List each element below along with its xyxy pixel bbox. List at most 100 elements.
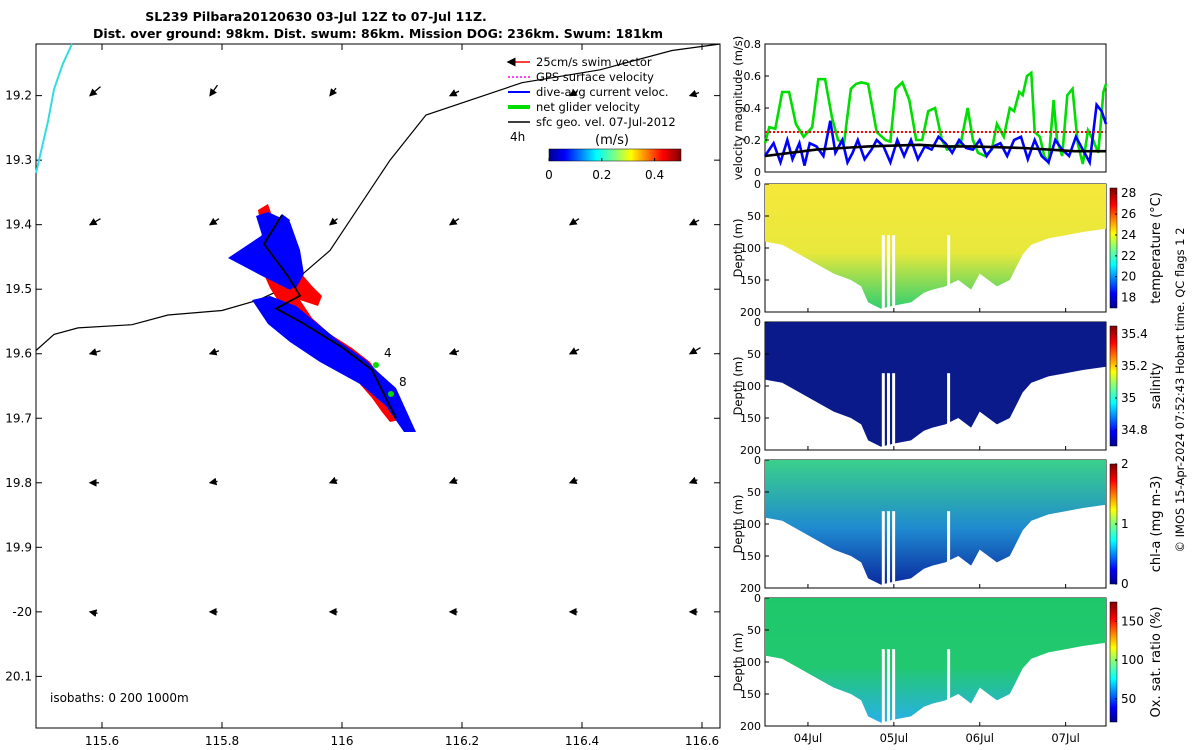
current-arrow — [448, 476, 458, 484]
colorbar-extra-label: 4h — [510, 130, 525, 144]
figure-title-line2: Dist. over ground: 98km. Dist. swum: 86k… — [93, 26, 663, 41]
map-panel: 115.6 115.8 116 116.2 116.4 116.6 19.2 19.3 19.4… — [5, 43, 721, 748]
current-arrow — [329, 87, 338, 97]
section-data-gap — [892, 373, 896, 447]
date-tick-label: 05Jul — [880, 731, 909, 745]
section-ytick-label: 100 — [740, 518, 761, 531]
section-data-gap — [947, 373, 951, 447]
map-ytick-label: 19.3 — [5, 153, 32, 167]
current-arrow — [448, 347, 460, 356]
section-water-fill — [765, 598, 1106, 723]
time-marker-label: 4 — [384, 346, 392, 360]
section-colorbar-label: salinity — [1149, 362, 1164, 409]
section-data-gap — [886, 235, 890, 309]
velocity-series-line — [764, 143, 1106, 158]
section-colorbar — [1109, 601, 1118, 723]
date-tick-label: 04Jul — [794, 731, 823, 745]
current-arrow — [448, 89, 460, 97]
map-ytick-label: 19.7 — [5, 411, 32, 425]
section-ytick-label: 200 — [740, 720, 761, 733]
section-ytick-label: 50 — [747, 624, 761, 637]
map-colorbar-tick-label: 0 — [545, 168, 553, 182]
current-arrow — [688, 476, 698, 484]
velocity-ytick-label: 0.4 — [744, 102, 762, 115]
section-panel: 0 50 100 150 200 Depth (m) 18 20 22 24 26 28 tempera… — [731, 178, 1164, 319]
section-colorbar-tick-label: 35 — [1121, 391, 1136, 405]
velocity-ticks: 0 0.2 0.4 0.6 0.8 — [744, 38, 769, 179]
section-colorbar-tick-label: 28 — [1121, 186, 1136, 200]
current-arrow — [688, 218, 700, 226]
section-water-fill — [765, 322, 1106, 447]
current-arrow — [208, 217, 220, 226]
section-colorbar-tick-label: 18 — [1121, 291, 1136, 305]
section-data-gap — [881, 511, 885, 585]
current-arrow — [88, 609, 98, 617]
legend-label-gps: GPS surface velocity — [536, 70, 654, 84]
section-ytick-label: 150 — [740, 688, 761, 701]
section-ytick-label: 100 — [740, 656, 761, 669]
section-data-gap — [947, 235, 951, 309]
time-marker-label: 8 — [399, 375, 407, 389]
current-arrow — [568, 476, 578, 484]
dive-avg-swath-2 — [252, 296, 416, 432]
section-data-gap — [886, 649, 890, 723]
section-colorbar-tick-label: 150 — [1121, 614, 1144, 628]
section-data-gap — [881, 235, 885, 309]
section-ytick-label: 200 — [740, 306, 761, 319]
current-arrow — [448, 217, 460, 226]
section-ytick-label: 200 — [740, 582, 761, 595]
section-data-gap — [947, 511, 951, 585]
section-data-gap — [886, 511, 890, 585]
section-ytick-label: 100 — [740, 242, 761, 255]
date-tick-label: 07Jul — [1051, 731, 1080, 745]
section-colorbar-tick-label: 50 — [1121, 692, 1136, 706]
section-ytick-label: 0 — [754, 178, 761, 191]
time-marker-dot — [373, 361, 379, 368]
section-colorbar-tick-label: 100 — [1121, 653, 1144, 667]
section-water-fill — [765, 460, 1106, 585]
map-ytick-label: 19.2 — [5, 89, 32, 103]
map-colorbar-tick-label: 0.4 — [645, 168, 664, 182]
section-colorbar-tick-label: 24 — [1121, 228, 1136, 242]
section-ytick-label: 0 — [754, 316, 761, 329]
section-data-gap — [947, 649, 951, 723]
legend-label-net-glider: net glider velocity — [536, 100, 640, 114]
section-ylabel: Depth (m) — [731, 357, 745, 416]
map-colorbar — [548, 148, 682, 162]
map-xtick-label: 116.2 — [445, 734, 479, 748]
velocity-ylabel: velocity magnitude (m/s) — [731, 36, 745, 181]
section-data-gap — [881, 649, 885, 723]
current-arrow — [568, 217, 580, 226]
map-xtick-label: 115.8 — [205, 734, 239, 748]
map-ytick-label: 19.9 — [5, 540, 32, 554]
section-water-fill — [765, 184, 1106, 309]
section-colorbar-tick-label: 22 — [1121, 249, 1136, 263]
glider-vector-swath — [228, 204, 416, 432]
section-panel: 0 50 100 150 200 Depth (m) 34.8 35 35.2 35.4 salin… — [731, 316, 1164, 457]
figure-title-line1: SL239 Pilbara20120630 03-Jul 12Z to 07-J… — [145, 9, 487, 24]
map-ytick-label: 19.4 — [5, 218, 32, 232]
section-colorbar-tick-label: 20 — [1121, 270, 1136, 284]
current-arrow — [688, 89, 700, 98]
current-arrow-field — [88, 84, 701, 617]
section-colorbar-tick-label: 35.4 — [1121, 327, 1148, 341]
current-arrow — [568, 347, 580, 355]
map-axis-ticks: 115.6 115.8 116 116.2 116.4 116.6 19.2 19.3 19.4… — [5, 44, 720, 748]
map-xtick-label: 116 — [331, 734, 354, 748]
section-colorbar-tick-label: 2 — [1121, 457, 1129, 471]
section-panel: 0 50 100 150 200 Depth (m) 0 1 2 chl-a (mg m-3) — [731, 454, 1164, 595]
map-ytick-label: 20.1 — [5, 669, 32, 683]
section-ytick-label: 0 — [754, 592, 761, 605]
velocity-ytick-label: 0 — [754, 166, 761, 179]
colorbar-unit-label: (m/s) — [595, 133, 629, 148]
velocity-ytick-label: 0.2 — [744, 134, 762, 147]
isobaths-label: isobaths: 0 200 1000m — [50, 691, 189, 705]
section-ylabel: Depth (m) — [731, 633, 745, 692]
section-ytick-label: 50 — [747, 486, 761, 499]
map-xtick-label: 115.6 — [85, 734, 119, 748]
velocity-series — [763, 70, 1108, 167]
current-arrow — [568, 88, 578, 97]
